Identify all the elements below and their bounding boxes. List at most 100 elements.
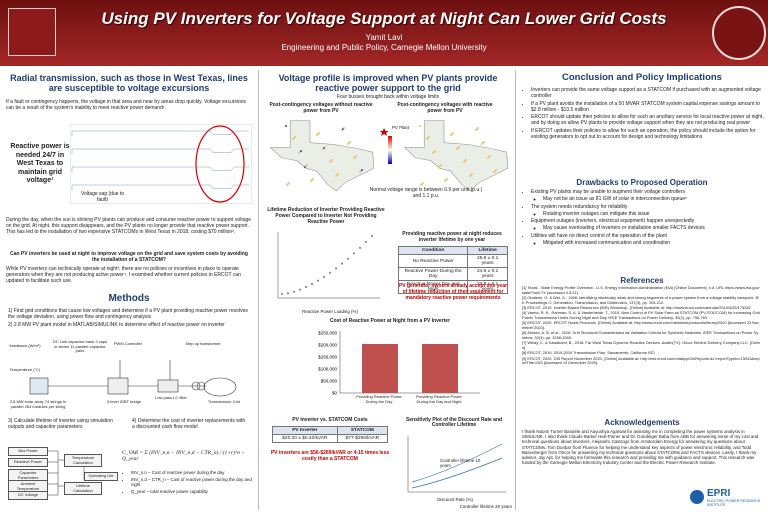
- texas-map: [403, 120, 509, 192]
- bullet-text: The system needs redundancy for reliabil…: [531, 203, 628, 210]
- bullet: Utilities will have no direct control of…: [531, 233, 767, 246]
- table-cell: Reactive Power During the Day: [397, 267, 469, 281]
- wire: [48, 360, 208, 387]
- pv-icon: [379, 128, 389, 136]
- bus-dot: [312, 178, 314, 180]
- table-header: Condition: [397, 246, 469, 255]
- color-bar: [388, 136, 392, 164]
- bus-dot: [471, 173, 473, 175]
- bus-dot: [477, 127, 479, 129]
- bus-dot: [355, 155, 357, 157]
- transformer-icon: [196, 381, 206, 391]
- section-heading: Conclusion and Policy Implications: [562, 72, 722, 83]
- table-row: No Reactive Power 25.9 ± 0.1 years: [397, 254, 508, 268]
- flow-box: Reactive Power: [8, 458, 48, 467]
- lifetime-chart: [277, 232, 380, 299]
- acknowledgements: I thank Naomi Turner Bandele and Aayushy…: [522, 429, 759, 466]
- transformer-icon: [191, 381, 201, 391]
- bus-dot: [434, 150, 436, 152]
- circuit-label: DC Link capacitor bank 2 caps in series …: [52, 339, 108, 354]
- sub-list: Mitigated with increased communication a…: [531, 240, 767, 246]
- finding: PV inverters are $56-$269/kVAR or 4-15 t…: [270, 450, 390, 463]
- cost-chart: $250,000 $200,000 $150,000 $100,000 $50,000 $…: [318, 331, 480, 396]
- finding: PV generator owners already accept one y…: [398, 283, 508, 302]
- sub-list: May not be an issue as 81 GW of solar in…: [531, 196, 767, 202]
- y-tick-label: $250,000: [318, 331, 337, 336]
- voltage-figure: [70, 124, 252, 204]
- affiliation: Engineering and Public Policy, Carnegie …: [281, 43, 487, 52]
- method-step: 4) Determine the cost of inverter replac…: [132, 418, 246, 431]
- circuit-label: Transmission Grid: [207, 399, 241, 404]
- sensitivity-chart: [407, 436, 506, 493]
- bar-label: Providing Reactive Power During the Day …: [416, 394, 462, 404]
- circuit-diagram: DC Link capacitor bank 2 caps in series …: [8, 339, 252, 416]
- bridge-icon: [107, 377, 129, 395]
- annotation: Controller lifetime 10 years: [440, 458, 481, 469]
- chart-dot: [371, 235, 373, 237]
- drawbacks-list: Existing PV plants may be unable to augm…: [522, 189, 767, 248]
- references-list: [1] Texas - State Energy Profile Overvie…: [522, 285, 760, 367]
- surface-line: [411, 443, 503, 489]
- bullet: If ERCOT updates their policies to allow…: [531, 128, 767, 140]
- voltage-trace: [71, 184, 249, 190]
- bus-dot: [288, 182, 290, 184]
- section-heading: Acknowledgements: [604, 418, 680, 427]
- filter-icon: [157, 379, 179, 393]
- terms: INV_n,n – Cost of reactive power during …: [122, 470, 259, 495]
- y-tick-label: $0: [332, 391, 338, 396]
- reference: [9] ERCOT, 2020. GIS Report November 202…: [522, 355, 760, 366]
- bus-dot: [452, 132, 454, 134]
- method-step: 3) Calculate lifetime of inverter using …: [8, 418, 113, 431]
- formula: C_VAR = Σ (INV_n,n − INV_n,d − CTR_n) / …: [122, 450, 245, 462]
- flow-box: DC Voltage: [8, 491, 48, 500]
- chart-dot: [311, 282, 313, 285]
- circuit-label: 2.8 MW solar array 74 strings in paralle…: [9, 399, 67, 409]
- author: Yamit Lavi: [365, 33, 403, 42]
- table-cell: 24.6 ± 0.1 years: [467, 267, 508, 281]
- flow-box: Bus Power: [8, 447, 48, 456]
- bus-dot: [285, 125, 287, 127]
- figure-frame: [70, 124, 252, 204]
- flow-box: Operating Life: [84, 472, 118, 481]
- axes: [339, 331, 480, 394]
- table-cell: 25.9 ± 0.1 years: [467, 254, 508, 268]
- section-heading: Voltage profile is improved when PV plan…: [278, 73, 498, 93]
- divider: [258, 70, 259, 510]
- bus-dot: [495, 169, 497, 171]
- bullet: ERCOT should update their policies to al…: [531, 114, 767, 126]
- bullet-text: Existing PV plants may be unable to augm…: [531, 189, 685, 195]
- sub-list: May cause overloading of inverters or in…: [531, 225, 767, 231]
- table-row: $20.20 ± $0.40/kVAR $77-$290/kVAR: [272, 434, 389, 443]
- conclusion-list: Inverters can provide the same voltage s…: [522, 87, 767, 142]
- voltage-trace: [71, 148, 249, 154]
- maps: [269, 120, 509, 192]
- annotation: Controller lifetime 20 years: [459, 504, 512, 509]
- table-row: Reactive Power Day and Night 23.8 ± 0.1 y…: [397, 280, 508, 294]
- bullet: If a PV plant avoids the installation of…: [531, 101, 767, 113]
- bar: [422, 344, 458, 393]
- chart-dot: [341, 262, 343, 265]
- chart-dot: [293, 290, 295, 293]
- table-title: Providing reactive power at night reduce…: [402, 231, 502, 244]
- reference: [6] Ahmed, A. B. et al., 2016. Grid Stru…: [522, 330, 759, 340]
- logo-left: [8, 8, 56, 56]
- lifetime-table: Condition Lifetime No Reactive Power 25.9 ±…: [397, 246, 508, 294]
- method-step: 1) Find grid conditions that cause low v…: [8, 308, 248, 321]
- circuit-lines: [29, 360, 237, 397]
- paragraph: During the day, when the sun is shining …: [6, 217, 252, 236]
- term: INV_n,d – CTR_n – Cost of reactive power…: [131, 477, 259, 487]
- paragraph: If a fault or contingency happens, the v…: [6, 99, 247, 112]
- highlight-ellipse: [195, 125, 245, 203]
- circuit-label: Temperature (°C): [9, 367, 41, 372]
- y-tick-label: $200,000: [318, 343, 337, 348]
- callout: Reactive power is needed 24/7 in West Te…: [10, 143, 70, 184]
- grid-icon: [203, 377, 237, 397]
- bar-label: Providing Reactive Power During the Day: [356, 394, 402, 404]
- legend-label: PV Plant: [392, 125, 410, 130]
- bus-dot: [331, 159, 333, 161]
- bullet: Inverters can provide the same voltage s…: [531, 87, 767, 99]
- table-header: Lifetime: [467, 246, 508, 255]
- chart-dot: [299, 288, 301, 291]
- table-cell: $77-$290/kVAR: [336, 434, 389, 443]
